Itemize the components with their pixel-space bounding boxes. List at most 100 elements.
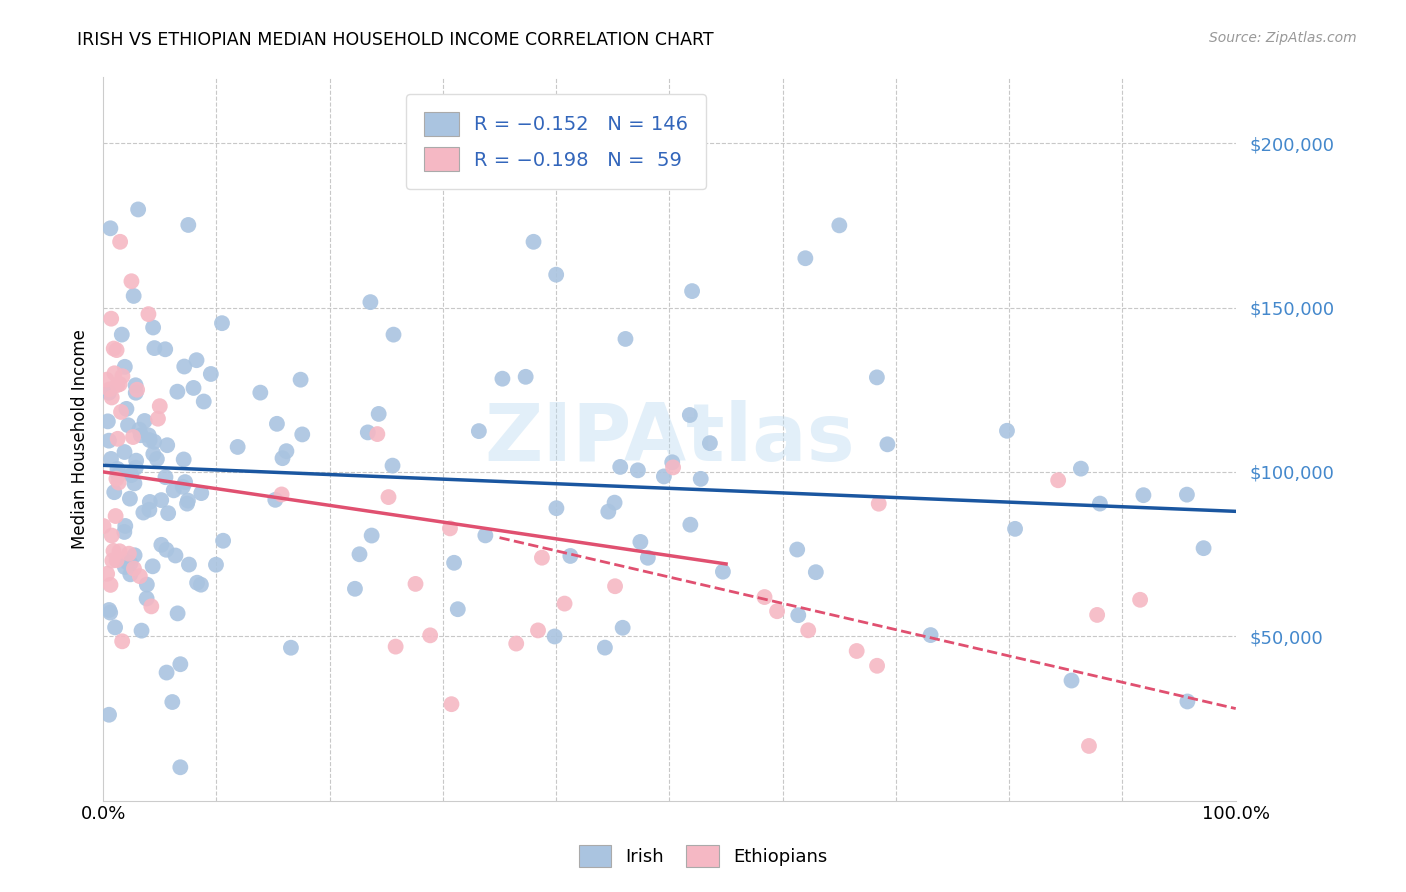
Point [226,440,249,454]
Point [343,582,366,596]
Point [98,606,121,620]
Point [100,451,122,466]
Point [104,509,127,524]
Point [1047,473,1070,487]
Point [146,452,169,467]
Point [111,369,134,384]
Point [1004,522,1026,536]
Point [173,359,195,374]
Point [377,490,399,504]
Y-axis label: Median Household Income: Median Household Income [72,329,89,549]
Point [122,289,145,303]
Point [107,432,129,446]
Point [845,644,868,658]
Point [105,343,128,357]
Point [142,559,165,574]
Point [138,428,160,442]
Point [554,597,576,611]
Point [593,640,616,655]
Point [100,311,122,326]
Point [124,378,146,392]
Point [280,640,302,655]
Point [96,566,118,581]
Point [359,295,381,310]
Point [163,483,186,498]
Point [186,353,208,368]
Point [108,235,131,249]
Point [349,547,371,561]
Point [96,373,118,387]
Point [105,378,128,392]
Point [122,430,145,444]
Point [291,427,314,442]
Point [129,428,152,442]
Point [172,480,194,494]
Point [125,460,148,475]
Point [868,497,890,511]
Point [440,697,463,711]
Point [98,707,121,722]
Point [681,284,703,298]
Point [120,274,142,288]
Point [689,472,711,486]
Point [290,373,312,387]
Point [614,332,637,346]
Point [128,569,150,583]
Point [419,628,441,642]
Point [628,535,651,549]
Point [127,202,149,217]
Text: Source: ZipAtlas.com: Source: ZipAtlas.com [1209,31,1357,45]
Point [920,628,942,642]
Point [157,506,180,520]
Point [1060,673,1083,688]
Point [1078,739,1101,753]
Point [125,453,148,467]
Point [505,636,527,650]
Point [794,252,817,266]
Point [522,235,544,249]
Point [105,553,128,567]
Point [384,640,406,654]
Point [146,411,169,425]
Point [134,414,156,428]
Point [679,517,702,532]
Point [150,493,173,508]
Point [166,384,188,399]
Point [1085,607,1108,622]
Point [155,343,177,357]
Point [150,538,173,552]
Point [598,505,620,519]
Point [139,495,162,509]
Point [1132,488,1154,502]
Point [114,359,136,374]
Point [97,385,120,400]
Point [249,385,271,400]
Point [543,630,565,644]
Point [138,433,160,447]
Point [156,438,179,452]
Point [124,476,146,491]
Point [205,558,228,572]
Point [118,491,141,506]
Point [699,436,721,450]
Point [367,407,389,421]
Point [468,424,491,438]
Point [1192,541,1215,556]
Point [866,658,889,673]
Point [828,219,851,233]
Point [115,401,138,416]
Point [177,218,200,232]
Point [382,327,405,342]
Point [270,487,292,501]
Point [135,577,157,591]
Point [120,466,142,480]
Text: ZIPAtlas: ZIPAtlas [484,400,855,478]
Point [100,221,122,235]
Point [111,327,134,342]
Point [766,604,789,618]
Point [447,602,470,616]
Point [474,528,496,542]
Point [527,624,550,638]
Point [546,268,568,282]
Point [405,577,427,591]
